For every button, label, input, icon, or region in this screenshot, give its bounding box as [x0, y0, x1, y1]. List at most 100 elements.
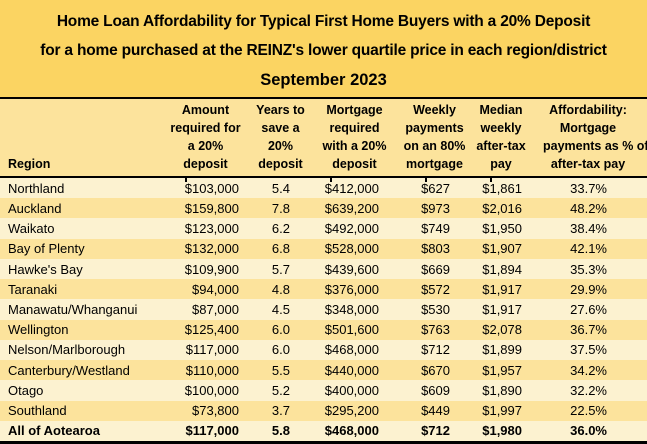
header-label: Years to — [256, 103, 305, 117]
header-label: Weekly — [413, 103, 456, 117]
cell-amount: $117,000 — [185, 342, 239, 358]
cell-median: $2,078 — [482, 322, 522, 338]
cell-affordability: 38.4% — [570, 221, 607, 237]
cell-years: 4.8 — [271, 281, 290, 297]
cell-mortgage: $501,600 — [324, 322, 379, 338]
cell-median: $1,917 — [482, 281, 522, 297]
cell-amount: $159,800 — [184, 200, 239, 216]
header-bottom-rule — [0, 176, 647, 178]
cell-region: Canterbury/Westland — [8, 362, 130, 378]
cell-years: 5.2 — [271, 382, 290, 398]
cell-median: $1,861 — [482, 180, 522, 196]
cell-region: Southland — [8, 403, 67, 419]
cell-region: Waikato — [8, 221, 55, 237]
cell-region: Wellington — [8, 322, 69, 338]
cell-median: $1,997 — [482, 403, 522, 419]
header-top-rule — [0, 97, 647, 99]
grid-tick — [330, 178, 332, 182]
table-row: Waikato $123,000 6.2 $492,000 $749 $1,95… — [0, 218, 647, 239]
header-label: deposit — [258, 157, 303, 171]
table-row: Taranaki $94,000 4.8 $376,000 $572 $1,91… — [0, 279, 647, 300]
header-label: deposit — [332, 157, 377, 171]
col-header-amount: Amount required for a 20% deposit — [158, 99, 253, 176]
table-row: Manawatu/Whanganui $87,000 4.5 $348,000 … — [0, 299, 647, 320]
table-row: Canterbury/Westland $110,000 5.5 $440,00… — [0, 360, 647, 381]
table-row: Auckland $159,800 7.8 $639,200 $973 $2,0… — [0, 198, 647, 219]
col-header-median: Median weekly after-tax pay — [468, 99, 543, 176]
page-title: Home Loan Affordability for Typical Firs… — [0, 0, 647, 97]
cell-median: $1,957 — [482, 362, 522, 378]
cell-years: 5.4 — [271, 180, 290, 196]
cell-region: Bay of Plenty — [8, 241, 85, 257]
cell-weekly: $449 — [421, 403, 450, 419]
cell-amount: $132,000 — [184, 241, 239, 257]
header-label: required for — [170, 121, 241, 135]
cell-affordability: 22.5% — [570, 403, 607, 419]
cell-weekly: $670 — [421, 362, 450, 378]
cell-median: $1,917 — [482, 302, 522, 318]
col-header-weekly: Weekly payments on an 80% mortgage — [401, 99, 468, 176]
cell-years: 5.5 — [271, 362, 290, 378]
table-row-total: All of Aotearoa $117,000 5.8 $468,000 $7… — [0, 420, 647, 442]
cell-amount: $100,000 — [184, 382, 239, 398]
title-date: September 2023 — [260, 71, 387, 89]
cell-weekly: $572 — [421, 281, 450, 297]
header-label: payments as % of — [543, 139, 647, 153]
header-label: mortgage — [406, 157, 463, 171]
col-header-mortgage: Mortgage required with a 20% deposit — [308, 99, 401, 176]
cell-median: $2,016 — [482, 200, 522, 216]
cell-mortgage: $468,000 — [324, 423, 379, 439]
cell-affordability: 36.7% — [570, 322, 607, 338]
header-label: save a — [261, 121, 300, 135]
cell-region: Taranaki — [8, 281, 58, 297]
cell-affordability: 29.9% — [570, 281, 607, 297]
cell-median: $1,907 — [482, 241, 522, 257]
cell-affordability: 33.7% — [570, 180, 607, 196]
table-row: Northland $103,000 5.4 $412,000 $627 $1,… — [0, 178, 647, 199]
header-label: Mortgage — [559, 121, 617, 135]
header-label: after-tax pay — [550, 157, 626, 171]
cell-years: 6.0 — [271, 322, 290, 338]
cell-weekly: $712 — [421, 423, 450, 439]
cell-weekly: $627 — [421, 180, 450, 196]
cell-mortgage: $528,000 — [324, 241, 379, 257]
cell-affordability: 27.6% — [570, 302, 607, 318]
cell-median: $1,894 — [482, 261, 522, 277]
cell-region: Hawke's Bay — [8, 261, 83, 277]
col-header-region: Region — [0, 99, 158, 176]
cell-weekly: $749 — [421, 221, 450, 237]
cell-median: $1,899 — [482, 342, 522, 358]
header-label: with a 20% — [322, 139, 387, 153]
cell-amount: $94,000 — [192, 281, 239, 297]
header-label: payments — [405, 121, 464, 135]
cell-mortgage: $639,200 — [324, 200, 379, 216]
header-label: after-tax — [476, 139, 526, 153]
table-row: Bay of Plenty $132,000 6.8 $528,000 $803… — [0, 238, 647, 259]
cell-years: 4.5 — [271, 302, 290, 318]
cell-mortgage: $439,600 — [324, 261, 379, 277]
cell-amount: $125,400 — [184, 322, 239, 338]
cell-amount: $110,000 — [185, 362, 239, 378]
header-label: weekly — [480, 121, 522, 135]
cell-years: 6.0 — [271, 342, 290, 358]
cell-years: 5.8 — [271, 423, 290, 439]
cell-weekly: $973 — [421, 200, 450, 216]
header-label: pay — [490, 157, 512, 171]
cell-mortgage: $348,000 — [324, 302, 379, 318]
cell-mortgage: $412,000 — [324, 180, 379, 196]
table-row: Hawke's Bay $109,900 5.7 $439,600 $669 $… — [0, 258, 647, 280]
cell-region: Nelson/Marlborough — [8, 342, 126, 358]
cell-weekly: $803 — [421, 241, 450, 257]
cell-amount: $87,000 — [192, 302, 239, 318]
table-body: Northland $103,000 5.4 $412,000 $627 $1,… — [0, 178, 647, 442]
cell-weekly: $669 — [421, 261, 450, 277]
cell-mortgage: $376,000 — [324, 281, 379, 297]
table-row: Southland $73,800 3.7 $295,200 $449 $1,9… — [0, 400, 647, 421]
cell-weekly: $530 — [421, 302, 450, 318]
table-bottom-rule — [0, 441, 647, 444]
col-header-affordability: Affordability: Mortgage payments as % of… — [543, 99, 647, 176]
cell-region: Auckland — [8, 200, 62, 216]
title-line-1: Home Loan Affordability for Typical Firs… — [56, 13, 591, 30]
cell-affordability: 32.2% — [570, 382, 607, 398]
